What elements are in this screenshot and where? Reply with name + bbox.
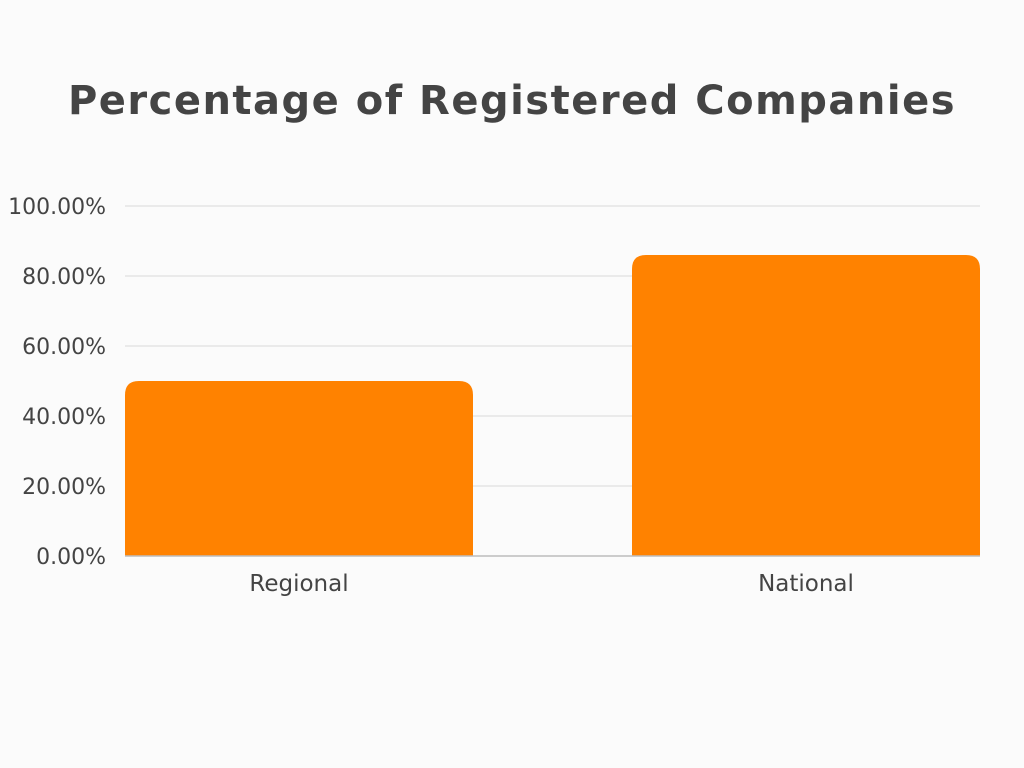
y-tick-label: 80.00% (22, 265, 106, 290)
bars (125, 255, 980, 556)
x-axis-category-labels: Regional National (249, 571, 854, 597)
y-tick-label: 0.00% (36, 545, 106, 570)
x-category-label: Regional (249, 571, 348, 597)
chart-title: Percentage of Registered Companies (67, 78, 957, 124)
y-tick-label: 60.00% (22, 335, 106, 360)
y-axis-tick-labels: 0.00% 20.00% 40.00% 60.00% 80.00% 100.00% (8, 195, 106, 570)
y-tick-label: 40.00% (22, 405, 106, 430)
bar-regional (125, 381, 473, 556)
x-category-label: National (758, 571, 854, 597)
y-tick-label: 20.00% (22, 475, 106, 500)
y-tick-label: 100.00% (8, 195, 106, 220)
bar-national (632, 255, 980, 556)
